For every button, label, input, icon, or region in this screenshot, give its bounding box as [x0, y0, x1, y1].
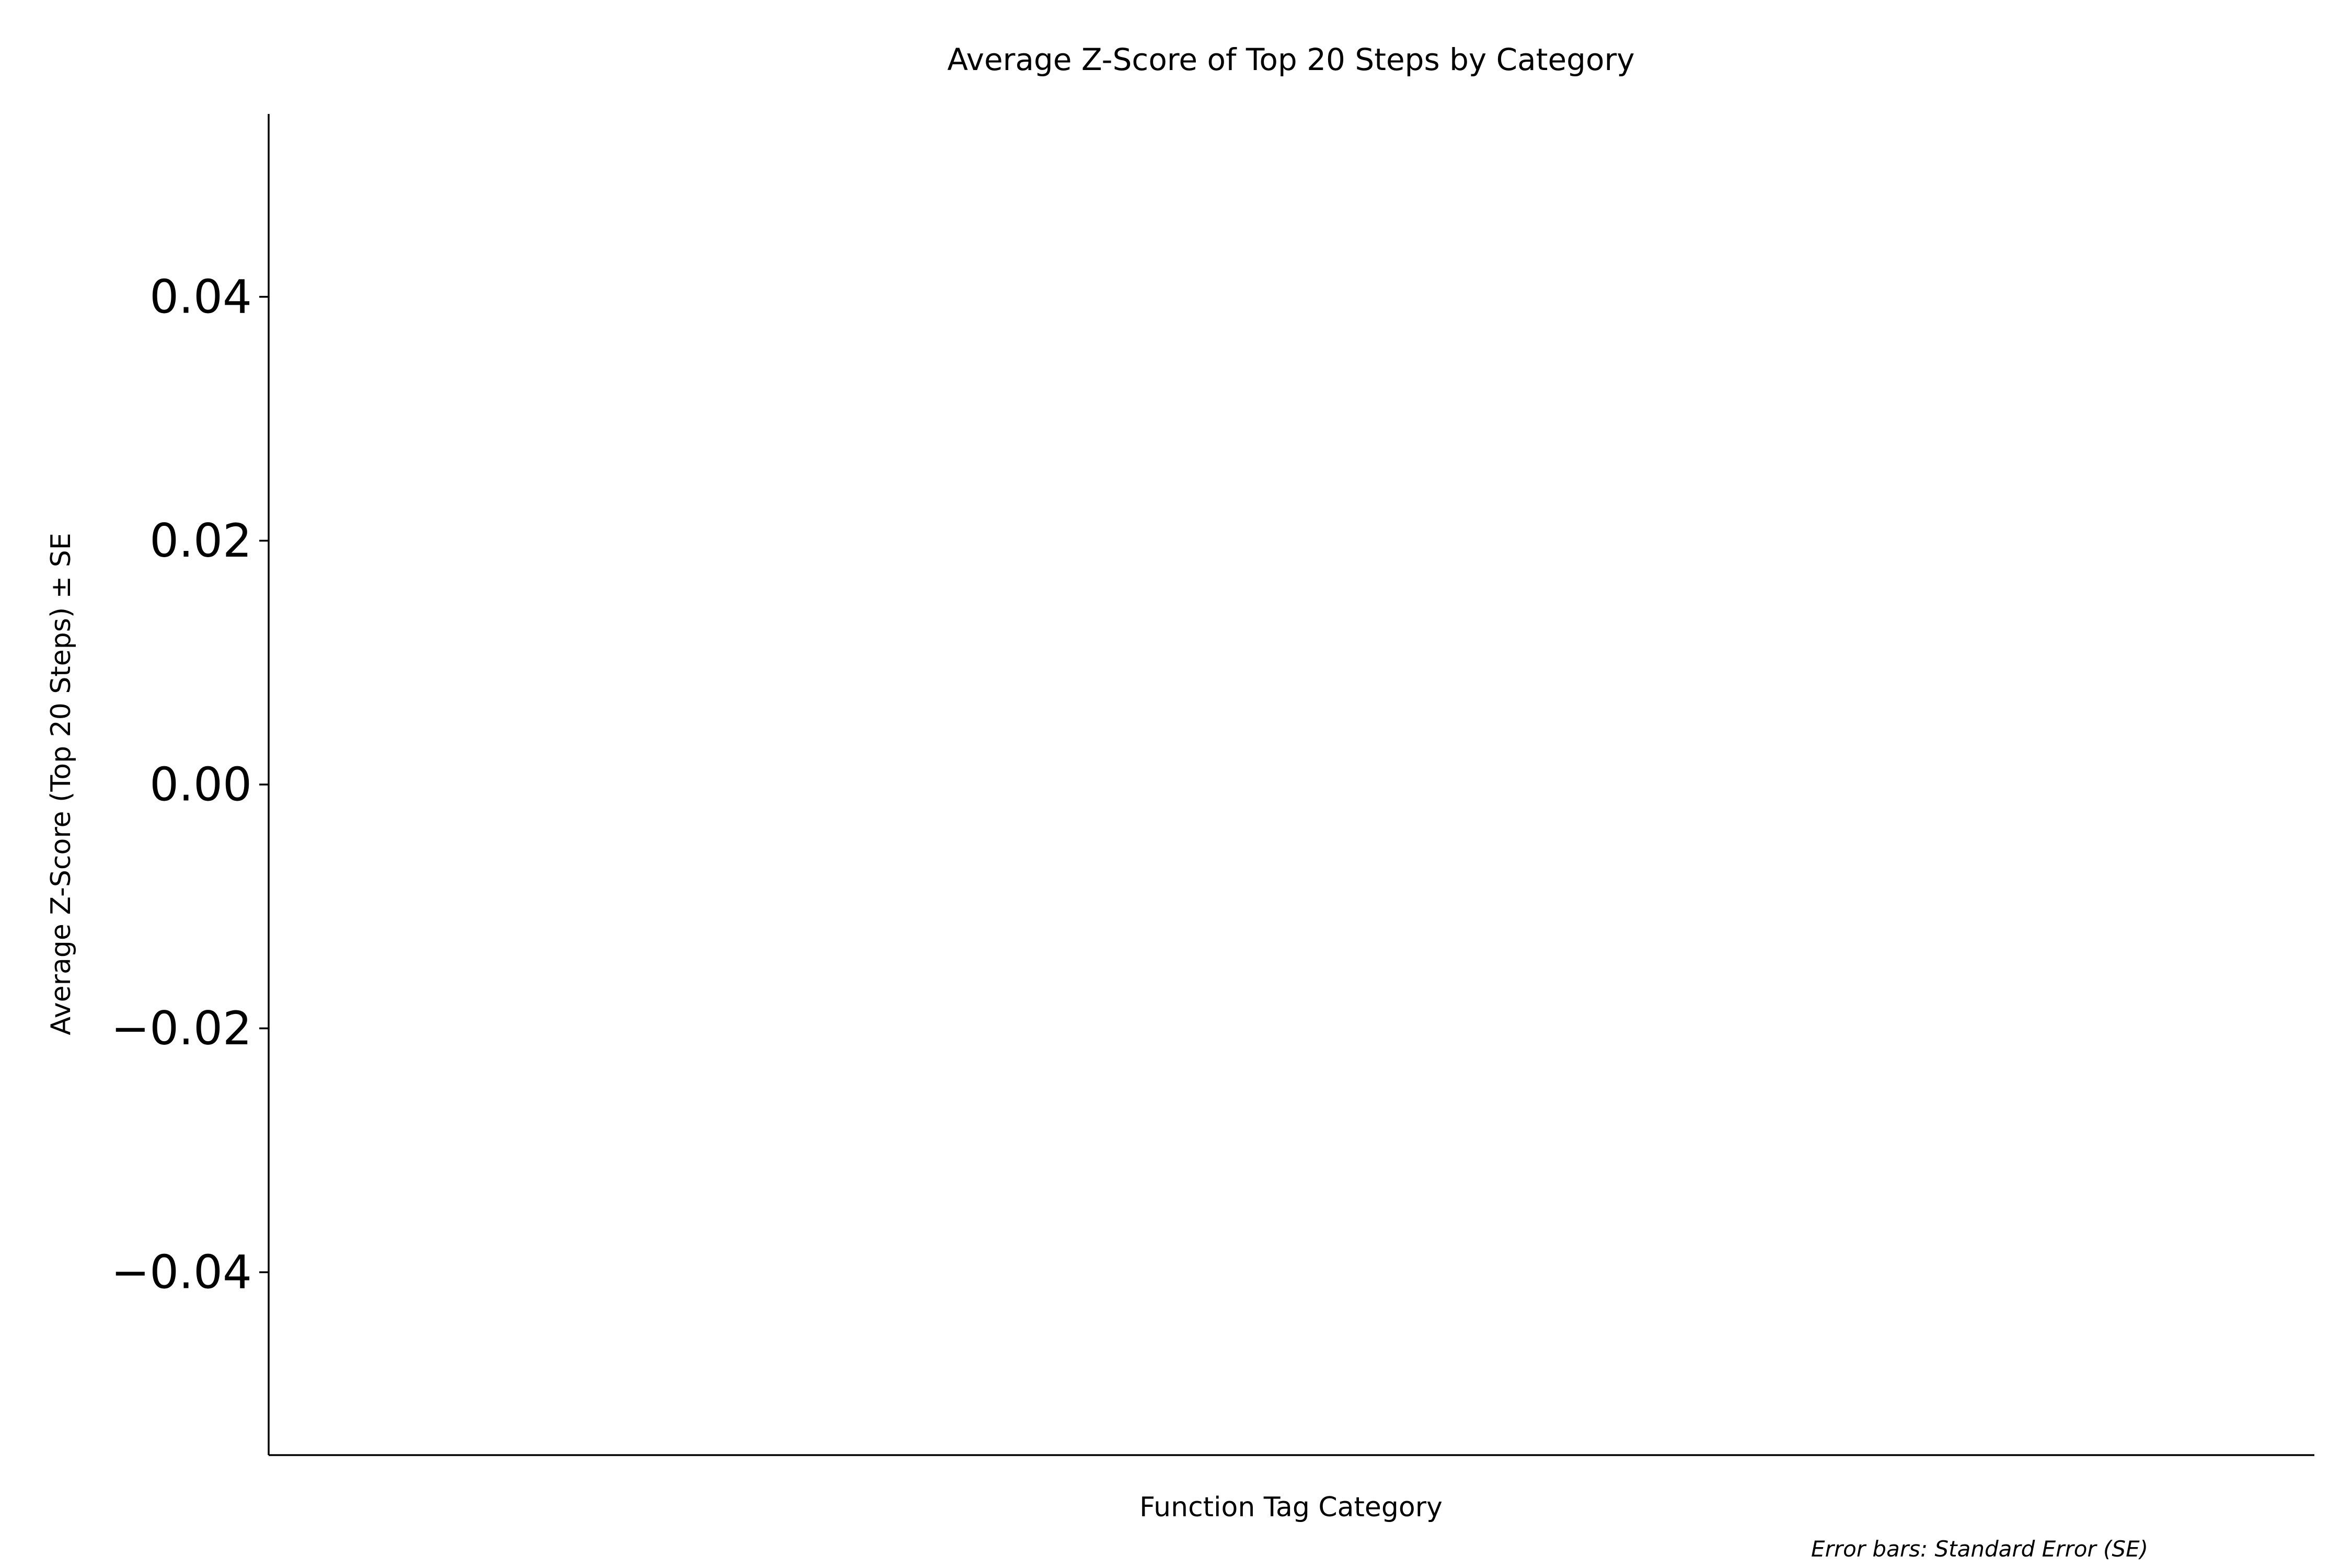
y-tick-label: 0.00 — [149, 758, 252, 812]
error-bar-note: Error bars: Standard Error (SE) — [1811, 1536, 2148, 1562]
x-axis-label: Function Tag Category — [1139, 1492, 1443, 1523]
y-axis-label: Average Z-Score (Top 20 Steps) ± SE — [45, 533, 77, 1035]
y-tick-label: 0.04 — [149, 270, 252, 324]
y-tick-label: −0.02 — [111, 1001, 252, 1055]
y-tick-label: 0.02 — [149, 514, 252, 568]
y-tick-label: −0.04 — [111, 1246, 252, 1299]
chart-title: Average Z-Score of Top 20 Steps by Categ… — [947, 42, 1634, 77]
y-axis-ticks: 0.04 0.02 0.00 −0.02 −0.04 — [111, 270, 269, 1299]
